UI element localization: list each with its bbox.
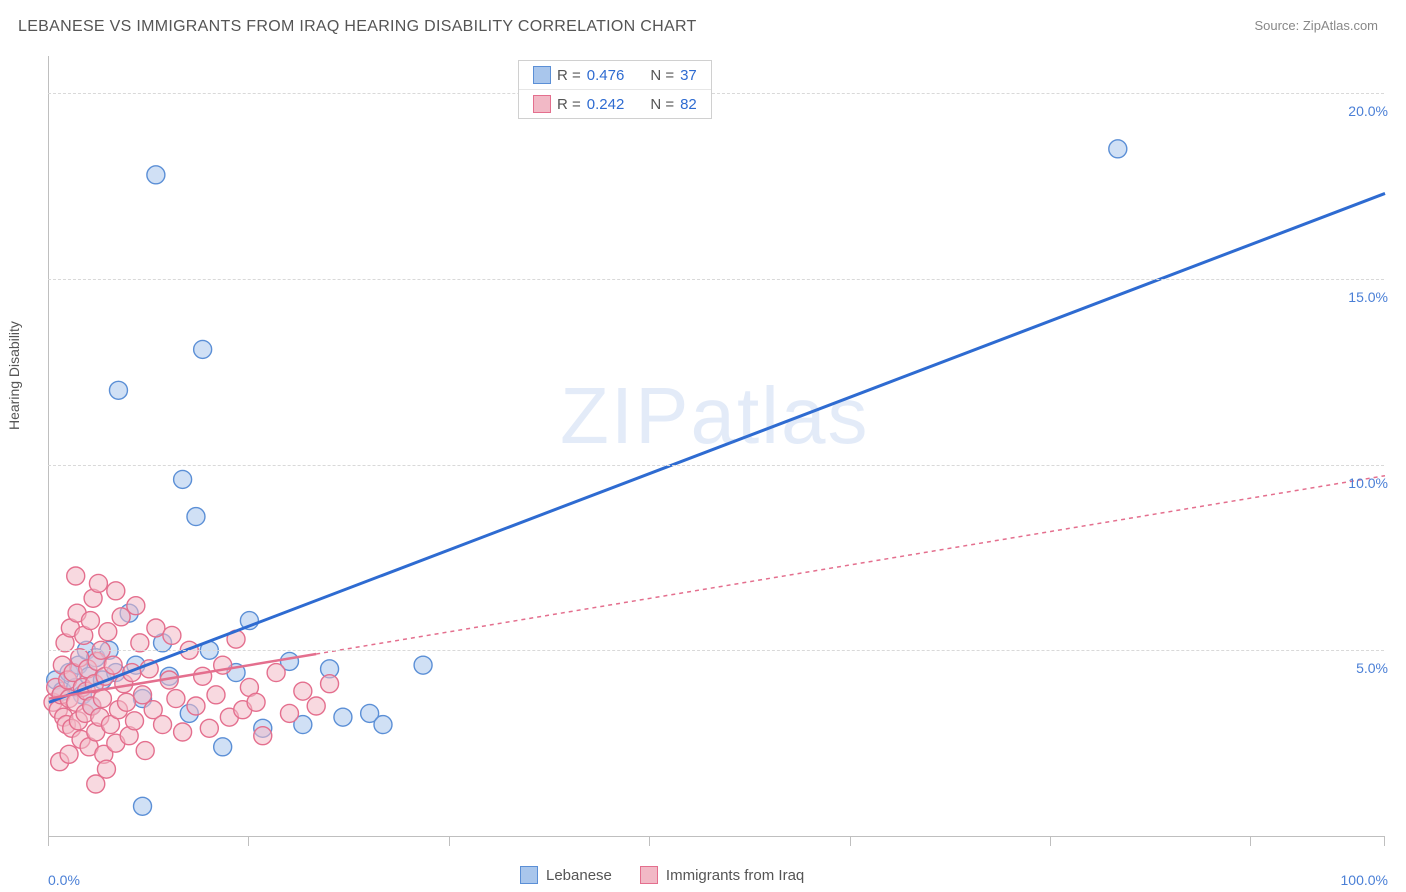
data-point — [134, 797, 152, 815]
y-tick-label: 5.0% — [1356, 660, 1388, 676]
scatter-svg — [49, 56, 1385, 836]
stat-legend-row: R = 0.242 N = 82 — [519, 89, 711, 118]
data-point — [67, 567, 85, 585]
series-legend: Lebanese Immigrants from Iraq — [520, 866, 804, 884]
stat-legend-row: R = 0.476 N = 37 — [519, 61, 711, 89]
y-tick-label: 10.0% — [1348, 475, 1388, 491]
y-tick-label: 20.0% — [1348, 103, 1388, 119]
data-point — [187, 508, 205, 526]
data-point — [374, 716, 392, 734]
legend-item: Immigrants from Iraq — [640, 866, 804, 884]
trend-line — [49, 193, 1385, 702]
data-point — [1109, 140, 1127, 158]
data-point — [334, 708, 352, 726]
data-point — [147, 619, 165, 637]
data-point — [81, 612, 99, 630]
data-point — [117, 693, 135, 711]
data-point — [187, 697, 205, 715]
legend-swatch — [533, 66, 551, 84]
data-point — [126, 712, 144, 730]
data-point — [207, 686, 225, 704]
data-point — [104, 656, 122, 674]
data-point — [147, 166, 165, 184]
data-point — [174, 470, 192, 488]
data-point — [174, 723, 192, 741]
data-point — [154, 716, 172, 734]
gridline — [48, 650, 1384, 651]
legend-swatch — [640, 866, 658, 884]
data-point — [267, 664, 285, 682]
n-label: N = — [650, 67, 674, 84]
legend-label: Immigrants from Iraq — [666, 867, 804, 884]
n-label: N = — [650, 96, 674, 113]
data-point — [321, 675, 339, 693]
x-tick — [1050, 836, 1051, 846]
data-point — [414, 656, 432, 674]
chart-title: LEBANESE VS IMMIGRANTS FROM IRAQ HEARING… — [18, 18, 697, 36]
x-tick-label: 100.0% — [1341, 872, 1388, 888]
data-point — [99, 623, 117, 641]
y-tick-label: 15.0% — [1348, 289, 1388, 305]
x-tick — [248, 836, 249, 846]
r-label: R = — [557, 67, 581, 84]
source-attribution: Source: ZipAtlas.com — [1254, 18, 1378, 33]
legend-label: Lebanese — [546, 867, 612, 884]
n-value: 82 — [680, 96, 697, 113]
x-tick-label: 0.0% — [48, 872, 80, 888]
r-label: R = — [557, 96, 581, 113]
data-point — [127, 597, 145, 615]
data-point — [93, 690, 111, 708]
legend-item: Lebanese — [520, 866, 612, 884]
data-point — [200, 719, 218, 737]
x-tick — [1384, 836, 1385, 846]
data-point — [131, 634, 149, 652]
legend-swatch — [533, 95, 551, 113]
data-point — [307, 697, 325, 715]
data-point — [280, 704, 298, 722]
data-point — [107, 582, 125, 600]
r-value: 0.476 — [587, 67, 625, 84]
data-point — [109, 381, 127, 399]
x-tick — [850, 836, 851, 846]
n-value: 37 — [680, 67, 697, 84]
data-point — [214, 738, 232, 756]
data-point — [60, 745, 78, 763]
gridline — [48, 465, 1384, 466]
data-point — [194, 667, 212, 685]
data-point — [167, 690, 185, 708]
gridline — [48, 93, 1384, 94]
data-point — [194, 340, 212, 358]
gridline — [48, 279, 1384, 280]
data-point — [247, 693, 265, 711]
plot-area — [48, 56, 1385, 837]
trend-line-dashed — [316, 476, 1385, 654]
data-point — [89, 574, 107, 592]
y-axis-label: Hearing Disability — [6, 321, 22, 430]
r-value: 0.242 — [587, 96, 625, 113]
x-tick — [649, 836, 650, 846]
x-tick — [1250, 836, 1251, 846]
x-tick — [48, 836, 49, 846]
data-point — [294, 682, 312, 700]
data-point — [163, 626, 181, 644]
x-tick — [449, 836, 450, 846]
legend-swatch — [520, 866, 538, 884]
data-point — [136, 742, 154, 760]
data-point — [97, 760, 115, 778]
stat-legend: R = 0.476 N = 37 R = 0.242 N = 82 — [518, 60, 712, 119]
data-point — [254, 727, 272, 745]
